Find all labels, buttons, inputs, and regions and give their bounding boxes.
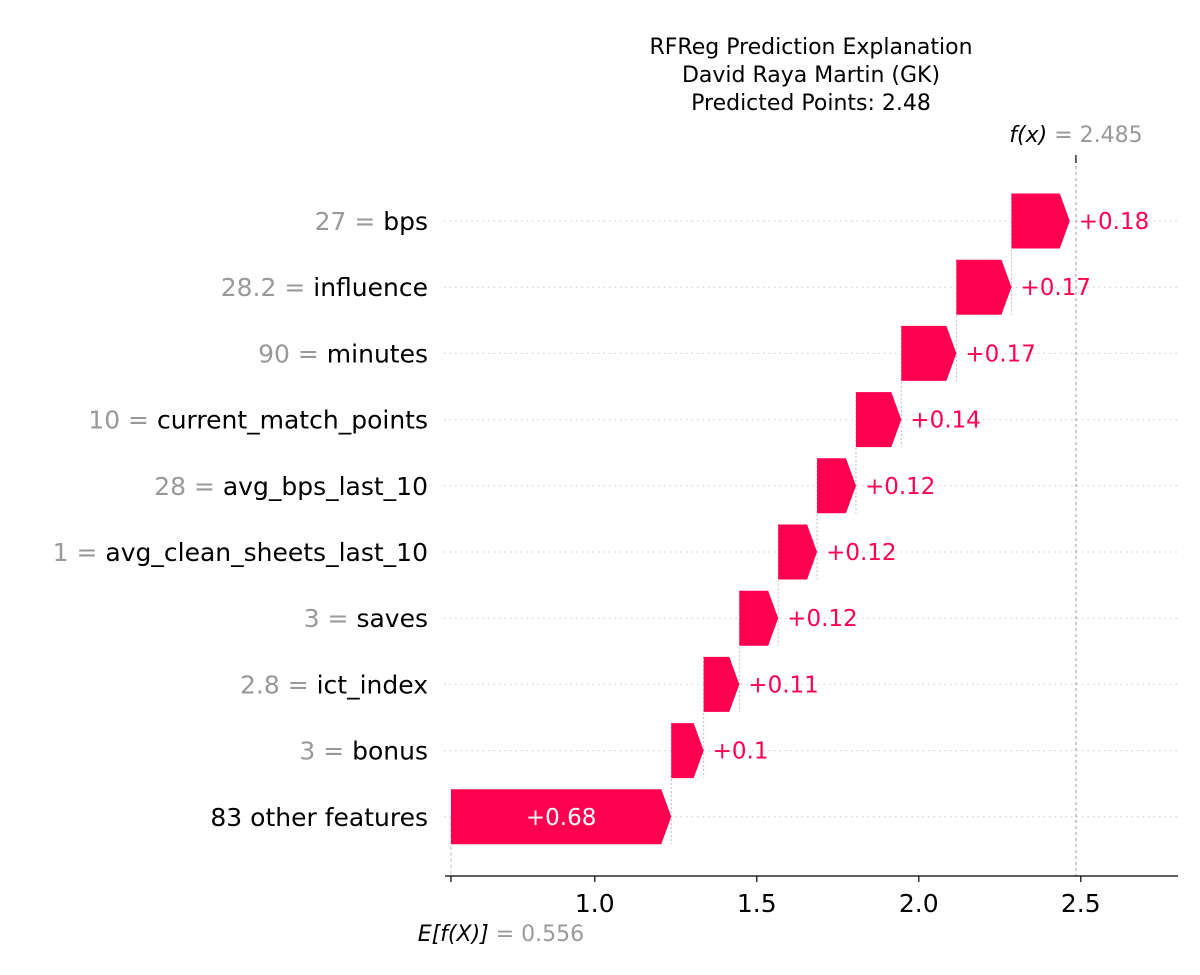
feature-labels: 27 = bps 28.2 = influence 90 = minutes 10 =…: [53, 207, 428, 832]
row-gridlines: [444, 220, 1178, 818]
bar-value-label: +0.11: [748, 672, 818, 698]
x-tick-label: 1.0: [575, 889, 615, 918]
feature-label: 28 = avg_bps_last_10: [154, 472, 428, 501]
feature-label: 10 = current_match_points: [88, 406, 428, 435]
feature-label: 27 = bps: [315, 207, 428, 236]
feature-value: 28 =: [154, 472, 223, 501]
feature-label: 83 other features: [210, 803, 428, 832]
base-value: = 0.556: [489, 922, 584, 947]
bar-current_match_points: [855, 392, 902, 448]
feature-name: minutes: [327, 339, 428, 368]
feature-value: 3 =: [304, 604, 357, 633]
bar-avg_clean_sheets_last_10: [778, 524, 818, 580]
bar-influence: [956, 259, 1012, 315]
bar-83-other-features: [450, 789, 672, 845]
x-tick-label: 2.5: [1061, 889, 1101, 918]
feature-name: influence: [313, 273, 428, 302]
feature-label: 2.8 = ict_index: [240, 670, 428, 699]
waterfall-bars: [450, 193, 1070, 845]
feature-name: avg_clean_sheets_last_10: [105, 538, 428, 567]
feature-label: 1 = avg_clean_sheets_last_10: [53, 538, 428, 567]
feature-value: 90 =: [258, 339, 327, 368]
bar-value-label: +0.68: [526, 805, 596, 831]
feature-label: 90 = minutes: [258, 339, 428, 368]
bar-bps: [1011, 193, 1070, 249]
feature-label: 3 = bonus: [299, 737, 428, 766]
bar-value-label: +0.17: [1020, 275, 1090, 301]
chart-title: RFReg Prediction Explanation David Raya M…: [649, 35, 972, 116]
x-tick-label: 2.0: [899, 889, 939, 918]
feature-name: current_match_points: [157, 406, 428, 435]
feature-value: 10 =: [88, 406, 157, 435]
title-line-2: David Raya Martin (GK): [682, 63, 940, 88]
fx-value: = 2.485: [1047, 123, 1142, 148]
title-line-1: RFReg Prediction Explanation: [649, 35, 972, 60]
x-axis: 1.0 1.5 2.0 2.5: [445, 875, 1178, 918]
feature-name: bonus: [352, 737, 428, 766]
bar-value-label: +0.12: [865, 474, 935, 500]
feature-name: bps: [383, 207, 428, 236]
bar-value-label: +0.12: [826, 540, 896, 566]
bar-value-label: +0.17: [965, 341, 1035, 367]
bar-value-label: +0.14: [910, 408, 980, 434]
feature-value: 28.2 =: [221, 273, 314, 302]
base-annotation: E[f(X)] = 0.556: [418, 922, 584, 947]
feature-value: 27 =: [315, 207, 384, 236]
bar-avg_bps_last_10: [817, 458, 856, 514]
feature-value: 3 =: [299, 737, 352, 766]
bar-saves: [739, 590, 779, 646]
title-line-3: Predicted Points: 2.48: [691, 91, 931, 116]
fx-annotation: f(x) = 2.485: [1009, 123, 1142, 148]
feature-name: saves: [356, 604, 428, 633]
bar-minutes: [901, 325, 957, 381]
x-tick-label: 1.5: [737, 889, 777, 918]
bar-ict_index: [703, 656, 740, 712]
feature-value: 2.8 =: [240, 670, 317, 699]
feature-name: avg_bps_last_10: [223, 472, 428, 501]
base-label: E[f(X)]: [418, 922, 489, 947]
bar-value-label: +0.18: [1079, 209, 1149, 235]
bar-value-label: +0.12: [787, 606, 857, 632]
bar-value-label: +0.1: [713, 739, 769, 765]
feature-name: 83 other features: [210, 803, 428, 832]
feature-value: 1 =: [53, 538, 106, 567]
feature-label: 3 = saves: [304, 604, 428, 633]
bar-bonus: [671, 723, 704, 779]
value-annotations: +0.18+0.17+0.17+0.14+0.12+0.12+0.12+0.11…: [418, 123, 1150, 947]
feature-label: 28.2 = influence: [221, 273, 428, 302]
fx-label: f(x): [1009, 123, 1047, 148]
feature-name: ict_index: [317, 670, 428, 699]
